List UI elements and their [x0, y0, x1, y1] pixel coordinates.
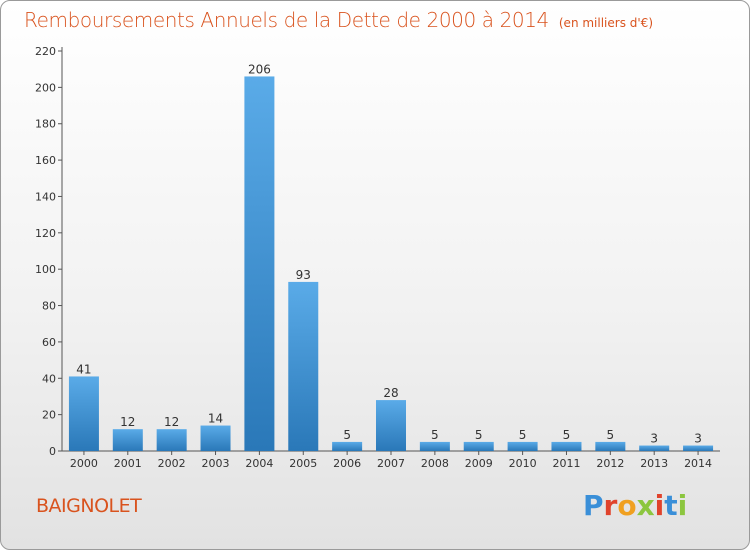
logo-letter: o [617, 489, 637, 522]
chart-labels: 41 12 12 14 206 93 5 28 5 5 5 5 5 3 3 [76, 62, 702, 445]
bar-2014 [683, 445, 714, 451]
x-tick-label: 2011 [552, 457, 580, 470]
y-tick-label: 0 [49, 445, 56, 458]
y-tick-label: 140 [35, 190, 56, 203]
x-tick-label: 2014 [684, 457, 712, 470]
chart-title: Remboursements Annuels de la Dette de 20… [24, 8, 653, 32]
bar-2010 [507, 441, 538, 451]
data-label-2009: 5 [475, 428, 483, 442]
data-label-2000: 41 [76, 362, 91, 376]
y-tick-label: 60 [42, 336, 56, 349]
data-label-2002: 12 [164, 415, 179, 429]
x-tick-label: 2007 [377, 457, 405, 470]
data-label-2004: 206 [248, 62, 271, 76]
bar-2006 [332, 441, 363, 451]
x-tick-label: 2013 [640, 457, 668, 470]
x-tick-label: 2012 [596, 457, 624, 470]
x-tick-label: 2006 [333, 457, 361, 470]
chart-bars [68, 76, 714, 452]
bar-2000 [68, 376, 99, 451]
y-tick-label: 40 [42, 372, 56, 385]
bar-2004 [244, 76, 275, 452]
y-tick-label: 180 [35, 118, 56, 131]
bar-2011 [551, 441, 582, 451]
x-tick-label: 2000 [70, 457, 98, 470]
x-tick-label: 2003 [202, 457, 230, 470]
logo-letter: i [654, 489, 665, 522]
logo-letter: r [603, 489, 618, 522]
x-tick-label: 2001 [114, 457, 142, 470]
y-tick-label: 200 [35, 81, 56, 94]
bar-2007 [376, 400, 406, 451]
logo-letter: P [583, 489, 604, 522]
data-label-2007: 28 [383, 386, 398, 400]
y-tick-label: 80 [42, 300, 56, 313]
data-label-2012: 5 [607, 428, 615, 442]
data-label-2011: 5 [563, 428, 571, 442]
data-label-2006: 5 [343, 428, 351, 442]
bar-2009 [463, 441, 494, 451]
bar-2002 [156, 429, 187, 451]
data-label-2010: 5 [519, 428, 527, 442]
logo-letter: i [677, 489, 688, 522]
x-tick-label: 2002 [158, 457, 186, 470]
bar-2013 [639, 445, 670, 451]
bar-2005 [288, 281, 319, 451]
y-tick-label: 20 [42, 409, 56, 422]
city-name: BAIGNOLET [36, 495, 142, 517]
logo-letter: t [664, 489, 678, 522]
x-tick-label: 2004 [245, 457, 273, 470]
proxiti-logo[interactable]: Proxiti [583, 489, 687, 522]
x-tick-label: 2005 [289, 457, 317, 470]
y-tick-label: 220 [35, 45, 56, 58]
title-unit: (en milliers d'€) [558, 16, 653, 30]
x-tick-label: 2010 [509, 457, 537, 470]
data-label-2005: 93 [296, 268, 311, 282]
y-tick-label: 160 [35, 154, 56, 167]
bar-2008 [419, 441, 450, 451]
data-label-2014: 3 [694, 432, 702, 446]
x-tick-label: 2008 [421, 457, 449, 470]
data-label-2013: 3 [650, 432, 658, 446]
data-label-2001: 12 [120, 415, 135, 429]
data-label-2003: 14 [208, 412, 223, 426]
logo-letter: x [636, 489, 655, 522]
title-text: Remboursements Annuels de la Dette de 20… [24, 8, 549, 32]
data-label-2008: 5 [431, 428, 439, 442]
x-tick-label: 2009 [465, 457, 493, 470]
bar-2003 [200, 425, 231, 451]
y-tick-label: 120 [35, 227, 56, 240]
chart-axes: 0 20 40 60 80 100 120 140 160 180 200 220 2000 2001 20… [35, 45, 720, 470]
y-tick-label: 100 [35, 263, 56, 276]
bar-2001 [112, 429, 143, 451]
bar-2012 [595, 441, 626, 451]
